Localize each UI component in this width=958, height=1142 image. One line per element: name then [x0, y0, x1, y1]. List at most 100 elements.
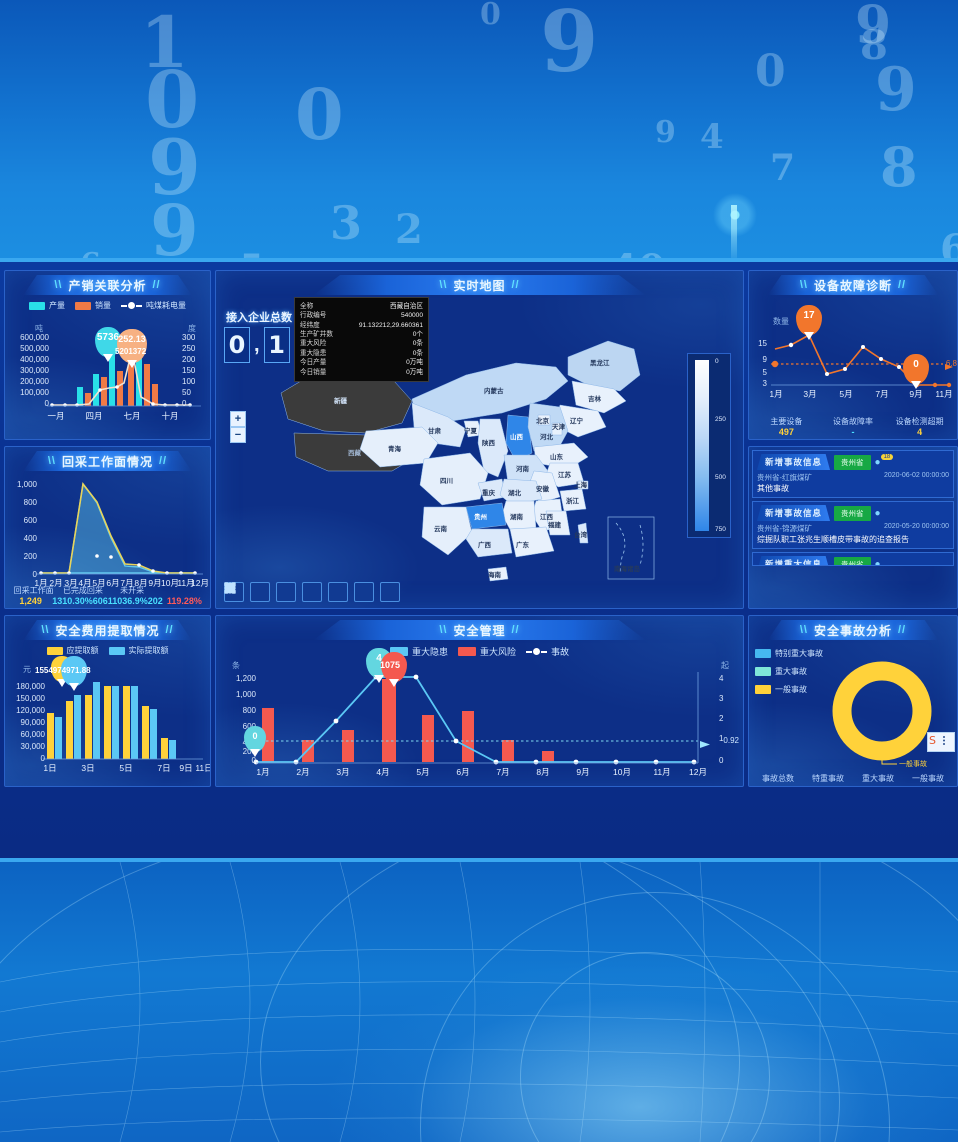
x-tick: 9月 [148, 578, 162, 588]
legend-swatch [108, 646, 125, 655]
title-slash-left: \\ [54, 279, 63, 291]
map-toolbar[interactable] [224, 582, 400, 602]
list-item[interactable]: 新增事故信息 贵州省 ● 贵州省-锦源煤矿 2020-05-20 00:00:0… [752, 501, 954, 549]
panel-safety-fee: \\ 安全费用提取情况 // 应提取额 实际提取额 元 180,000 150,… [4, 615, 211, 787]
y-tick: 5 [762, 368, 767, 377]
bg-digit: 3 [330, 196, 363, 250]
legend-item[interactable]: 应提取额 [46, 645, 99, 656]
y-tick: 800 [23, 498, 37, 507]
accident-feed-list[interactable]: 新增事故信息 贵州省 ● 18 贵州省-红旗煤矿 2020-06-02 00:0… [749, 447, 957, 608]
legend-line-icon [121, 302, 142, 309]
legend-swatch [46, 646, 63, 655]
map-zoom-in-button[interactable]: + [230, 411, 246, 427]
chart-safety-management [253, 672, 710, 765]
layers-icon[interactable] [225, 582, 322, 602]
y2-tick: 250 [182, 344, 196, 353]
legend-swatch [755, 685, 771, 694]
y-axis-unit-left: 条 [232, 661, 240, 670]
x-tick: 11日 [195, 763, 211, 773]
tooltip-value: 0条 [412, 349, 423, 357]
y-tick: 1,000 [235, 690, 256, 699]
marker-value-risk: 1075 [380, 660, 401, 670]
stat-label: 回采工作面 [13, 586, 54, 595]
accident-description: 其他事故 [757, 484, 789, 493]
panel-device-fault: \\ 设备故障诊断 // 数量 15 9 5 3 [748, 270, 958, 440]
colorbar-gradient [695, 360, 709, 531]
tooltip-value: 91.132212,29.660361 [358, 321, 423, 329]
refresh-icon[interactable] [225, 582, 400, 602]
globe-icon[interactable] [224, 582, 348, 602]
marker-pin: 17 [796, 305, 822, 335]
x-tick: 12月 [191, 578, 209, 588]
card-header: 新增事故信息 贵州省 ● 18 [757, 454, 949, 470]
x-tick: 11月 [653, 767, 671, 777]
stat-label: 未开采 [120, 586, 145, 595]
bg-digit: 8 [860, 22, 888, 69]
timestamp: 2020-06-02 00:00:00 [884, 472, 949, 479]
legend-item[interactable]: 实际提取额 [108, 645, 169, 656]
y-tick: 0 [40, 754, 45, 763]
title-slash-left: \\ [799, 279, 808, 291]
data-marker-faultmax: 17 [796, 305, 822, 335]
legend-item[interactable]: 一般事故 [755, 684, 823, 695]
marker-value: 4971.88 [61, 666, 91, 675]
map-region-tooltip: 全称 西藏自治区 行政编号 540000 经纬度 91.132212,29.66036… [294, 297, 429, 382]
mine-name: 贵州省-锦源煤矿 [757, 524, 812, 533]
legend-item[interactable]: 销量 [75, 300, 111, 311]
tooltip-key: 今日产量 [300, 359, 327, 367]
list-item[interactable]: 新增事故信息 贵州省 ● 18 贵州省-红旗煤矿 2020-06-02 00:0… [752, 450, 954, 498]
stat-value: 497 [778, 427, 794, 437]
legend-item[interactable]: 事故 [526, 645, 569, 658]
title-text: 产销关联分析 [68, 278, 147, 293]
stat-value: 1310.30%606 [52, 596, 108, 606]
y-tick: 500,000 [20, 344, 49, 353]
legend-accident-analysis: 特别重大事故 重大事故 一般事故 [755, 648, 823, 695]
x-tick: 3月 [336, 767, 350, 777]
data-marker-accident-zero: 0 [244, 726, 266, 752]
bg-digit: 0 [755, 46, 786, 97]
legend-item[interactable]: 重大事故 [755, 666, 823, 677]
panel-title-device-fault: \\ 设备故障诊断 // [767, 275, 939, 295]
title-slash-right: // [511, 624, 520, 636]
map-zoom-out-button[interactable]: − [230, 427, 246, 443]
map-colorbar-legend: 0 250 500 750 [687, 353, 731, 538]
y-tick: 200,000 [20, 377, 49, 386]
legend-item[interactable]: 产量 [29, 300, 65, 311]
x-tick: 1日 [43, 763, 57, 773]
panel-accident-feed: 新增事故信息 贵州省 ● 18 贵州省-红旗煤矿 2020-06-02 00:0… [748, 446, 958, 609]
y-tick: 0 [44, 399, 49, 408]
title-text: 安全事故分析 [813, 623, 892, 638]
svg-text:S: S [929, 734, 936, 747]
location-pin-icon: ● [874, 456, 881, 468]
title-slash-right: // [165, 624, 174, 636]
map-canvas[interactable]: 黑龙江 吉林 辽宁 内蒙古 新疆 西藏 青海 甘肃 宁夏 陕西 山西 河北 北京… [216, 271, 743, 608]
list-item[interactable]: 新增重大信息 贵州省 ● [752, 552, 954, 566]
y-tick: 100,000 [20, 388, 49, 397]
legend-item[interactable]: 特别重大事故 [755, 648, 823, 659]
legend-item[interactable]: 重大隐患 [389, 645, 448, 658]
expand-icon[interactable] [224, 582, 270, 602]
title-slash-left: \\ [47, 455, 56, 467]
collapse-icon[interactable] [224, 582, 296, 602]
panel-safety-management: \\ 安全管理 // 重大隐患 重大风险 事故 条 起 1,200 1,000 … [215, 615, 744, 787]
legend-item[interactable]: 吨煤耗电量 [121, 300, 186, 311]
tooltip-row: 行政编号 540000 [300, 311, 423, 320]
card-header: 新增重大信息 贵州省 ● [757, 556, 949, 565]
map-zoom-controls[interactable]: + − [230, 411, 246, 443]
chart-icon[interactable] [225, 582, 374, 602]
x-tick: 8月 [536, 767, 550, 777]
y2-tick: 300 [182, 333, 196, 342]
y2-tick: 0 [719, 756, 724, 765]
data-marker-fee-actual [61, 656, 87, 686]
stat-label: 事故总数 [762, 774, 794, 783]
title-slash-left: \\ [439, 279, 448, 291]
legend-item[interactable]: 重大风险 [457, 645, 516, 658]
qr-code-icon[interactable]: S [927, 732, 955, 752]
chart-safety-fee [43, 682, 203, 760]
panel-title-mining-face: \\ 回采工作面情况 // [23, 451, 192, 471]
y2-tick: 50 [182, 388, 191, 397]
x-tick: 5日 [119, 763, 133, 773]
card-tag: 新增事故信息 [757, 505, 831, 521]
tooltip-value: 0万吨 [406, 368, 423, 376]
legend-production-sales: 产量 销量 吨煤耗电量 [5, 300, 210, 311]
